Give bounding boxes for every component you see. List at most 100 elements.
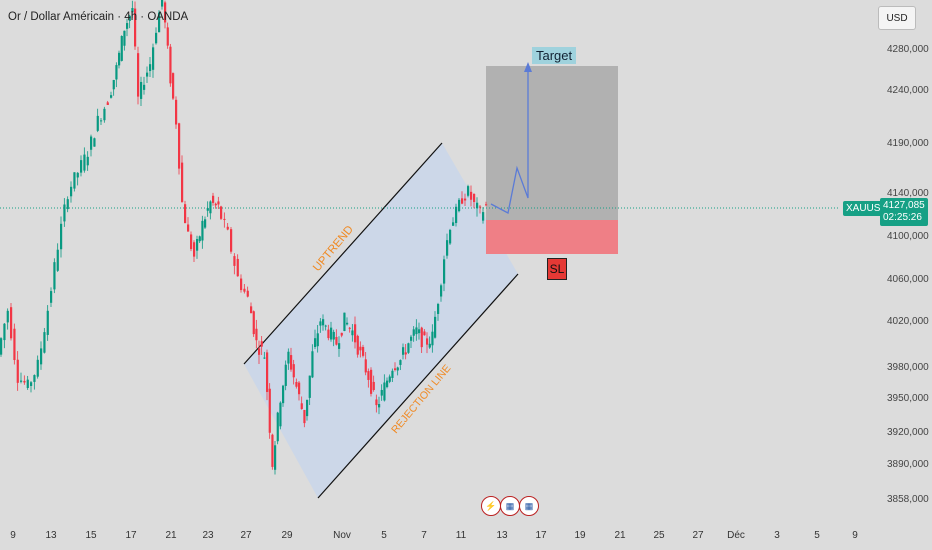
candle <box>233 256 236 266</box>
candle <box>184 204 187 224</box>
x-tick-label: 9 <box>10 530 16 541</box>
candle <box>40 348 43 365</box>
us-flag-icon[interactable]: ▦ <box>519 496 539 516</box>
chart-title: Or / Dollar Américain · 4h · OANDA <box>8 11 189 23</box>
candle <box>266 352 269 392</box>
target-label[interactable]: Target <box>532 47 577 64</box>
candle <box>380 389 383 396</box>
candle <box>476 202 479 209</box>
candle <box>246 290 249 297</box>
candle <box>279 402 282 427</box>
candle <box>50 291 53 303</box>
candle <box>383 382 386 401</box>
x-tick-label: 17 <box>125 530 137 541</box>
x-tick-label: 21 <box>165 530 177 541</box>
candle <box>250 306 253 314</box>
x-tick-label: 9 <box>852 530 858 541</box>
candle <box>196 239 199 251</box>
candle <box>46 310 49 335</box>
candle <box>16 359 19 383</box>
candle <box>388 376 391 382</box>
candle <box>76 172 79 178</box>
candle <box>378 404 381 408</box>
y-tick-label: 4190,000 <box>887 138 929 149</box>
projection-arrowhead <box>524 62 532 72</box>
candle <box>96 115 99 131</box>
candle <box>343 312 346 331</box>
candle <box>420 327 423 348</box>
candle <box>126 23 129 29</box>
candle <box>134 8 137 47</box>
candle <box>73 172 76 189</box>
x-tick-label: 15 <box>85 530 97 541</box>
candle <box>140 81 143 99</box>
candle <box>110 95 113 98</box>
candle <box>364 359 367 373</box>
candle <box>83 154 86 171</box>
stop-zone <box>486 220 618 254</box>
candle <box>30 382 33 386</box>
candle <box>66 199 69 210</box>
candle <box>193 242 196 257</box>
candle <box>201 220 204 241</box>
target-zone <box>486 66 618 220</box>
candle <box>172 73 175 99</box>
candle <box>452 222 455 226</box>
candle <box>258 348 261 355</box>
candle <box>60 223 63 250</box>
candle <box>217 201 220 205</box>
x-tick-label: 27 <box>240 530 252 541</box>
candle <box>335 337 338 345</box>
candle <box>449 229 452 244</box>
candle <box>434 316 437 338</box>
x-tick-label: 5 <box>814 530 820 541</box>
candle <box>175 99 178 125</box>
candle <box>236 258 239 277</box>
candle <box>0 338 3 355</box>
candle <box>187 224 190 232</box>
y-tick-label: 3890,000 <box>887 459 929 470</box>
symbol-tag: XAUUSD <box>843 201 891 216</box>
y-tick-label: 4280,000 <box>887 44 929 55</box>
candle <box>437 303 440 314</box>
candle <box>23 380 26 383</box>
candle <box>428 343 431 348</box>
lightning-icon[interactable]: ⚡ <box>481 496 501 516</box>
stop-loss-label[interactable]: SL <box>547 258 567 280</box>
x-tick-label: 13 <box>45 530 57 541</box>
candle <box>391 370 394 378</box>
candle <box>440 285 443 297</box>
candle <box>404 352 407 355</box>
candle <box>467 186 470 196</box>
x-tick-label: 19 <box>574 530 586 541</box>
candle <box>6 310 9 323</box>
us-flag-icon[interactable]: ▦ <box>500 496 520 516</box>
candle <box>314 338 317 347</box>
candle <box>33 375 36 382</box>
candle <box>86 156 89 166</box>
currency-button[interactable]: USD <box>878 6 916 30</box>
candle <box>178 123 181 169</box>
candle <box>284 364 287 386</box>
candle <box>287 351 290 364</box>
x-tick-label: 7 <box>421 530 427 541</box>
candle <box>446 240 449 256</box>
candle <box>106 102 109 105</box>
candle <box>63 204 66 222</box>
candle <box>316 333 319 347</box>
candle <box>260 341 263 347</box>
candle <box>375 399 378 406</box>
candle <box>214 203 217 206</box>
candle <box>330 327 333 340</box>
candle <box>220 206 223 219</box>
candle <box>461 198 464 204</box>
candle <box>464 198 467 201</box>
y-tick-label: 4140,000 <box>887 188 929 199</box>
candle <box>120 35 123 61</box>
candle <box>479 206 482 208</box>
candle <box>123 30 126 46</box>
candle <box>332 331 335 340</box>
candle <box>255 328 258 341</box>
